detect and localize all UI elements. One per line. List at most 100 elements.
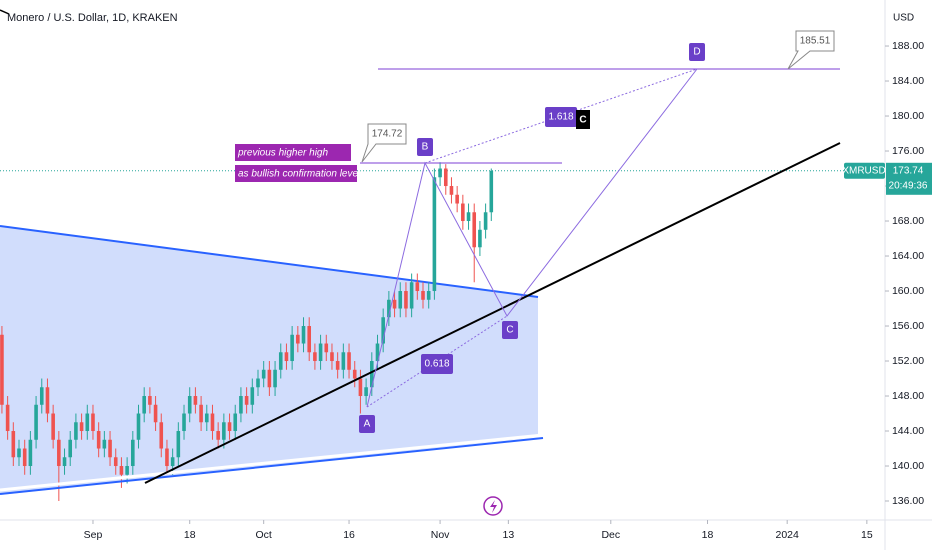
candle-body [335,361,340,370]
drawings-over: A B C D 1.618 C 0.618 174.72 185.51 prev… [0,30,841,516]
y-tick-label: 152.00 [892,355,924,367]
candle-body [227,422,232,432]
candle-body [307,326,312,353]
point-label: C [506,325,513,336]
candle-body [250,387,255,405]
candle-body [68,439,73,458]
candle-body [216,431,220,440]
candle-body [284,352,289,362]
y-tick-label: 188.00 [892,40,924,52]
candle-body [273,369,277,388]
countdown-label: 20:49:36 [889,180,928,191]
candle-body [290,334,294,362]
candle-body [45,387,50,414]
candles [0,162,494,502]
note-box [235,165,357,182]
note-box [235,144,351,161]
candle-body [261,369,266,379]
candle-body [79,422,84,432]
candle-body [432,177,437,292]
candle-body [438,168,442,178]
y-tick-label: 184.00 [892,75,924,87]
candle-body [22,448,27,467]
candle-body [57,439,61,467]
price-callout [361,123,407,163]
symbol-label: XMRUSD [842,165,885,176]
candle-body [119,466,124,475]
candle-body [455,194,459,204]
candle-body [369,361,374,388]
point-label: D [693,47,700,58]
candle-body [426,291,431,300]
price-callout [787,30,835,70]
candle-body [142,396,146,414]
ratio-box [421,354,453,374]
candle-body [170,457,175,467]
candle-body [74,422,78,440]
candle-body [108,439,112,458]
label-box [417,138,433,156]
header-icon [0,9,10,15]
y-tick-label: 136.00 [892,495,924,507]
candle-body [159,422,164,449]
candle-body [165,448,169,467]
candle-body [199,404,203,423]
label-box [359,415,375,433]
candle-body [176,431,181,458]
label-box [502,321,518,339]
candle-body [330,352,334,362]
candle-body [409,282,414,309]
candle-body [341,352,346,370]
candle-body [85,413,90,432]
drawings-under [0,225,539,495]
candle-body [153,404,158,423]
candle-body [11,431,16,458]
ratio-label: 1.618 [548,112,573,123]
candle-body [193,396,198,405]
candle-body [313,352,317,362]
candle-body [375,343,380,362]
candle-body [5,404,10,432]
wedge-top [0,225,539,298]
note-text: as bullish confirmation level [238,169,361,180]
x-tick-label: 18 [702,529,714,541]
y-tick-label: 148.00 [892,390,924,402]
x-tick-label: 15 [861,529,873,541]
x-tick-label: Dec [601,529,620,541]
candle-body [392,299,397,309]
candle-body [489,170,494,213]
candle-body [222,422,226,440]
candle-body [0,334,4,405]
candle-body [39,387,44,405]
candle-body [131,439,135,467]
callout-text: 185.51 [800,36,831,47]
currency-label: USD [893,13,914,24]
candle-body [318,343,323,362]
candle-body [34,404,38,440]
x-tick-label: 16 [343,529,355,541]
candle-body [421,291,425,300]
candle-body [62,457,67,467]
candle-body [136,413,141,440]
marker-label: C [579,115,586,126]
ratio-box [545,107,577,127]
candle-body [449,186,454,195]
candle-body [113,457,118,467]
ratio-label: 0.618 [424,359,449,370]
marker-box [576,110,590,129]
candle-body [352,369,357,379]
candle-body [210,413,215,432]
callout-text: 174.72 [372,129,403,140]
wedge-bottom-glow [0,433,544,492]
candle-body [256,378,260,388]
y-tick-label: 176.00 [892,145,924,157]
label-box [689,43,705,61]
candle-body [398,291,403,309]
x-tick-label: Sep [84,529,103,541]
price-box [886,162,932,195]
candle-body [51,413,55,440]
y-tick-label: 156.00 [892,320,924,332]
candle-body [478,229,482,248]
candle-body [461,203,465,222]
